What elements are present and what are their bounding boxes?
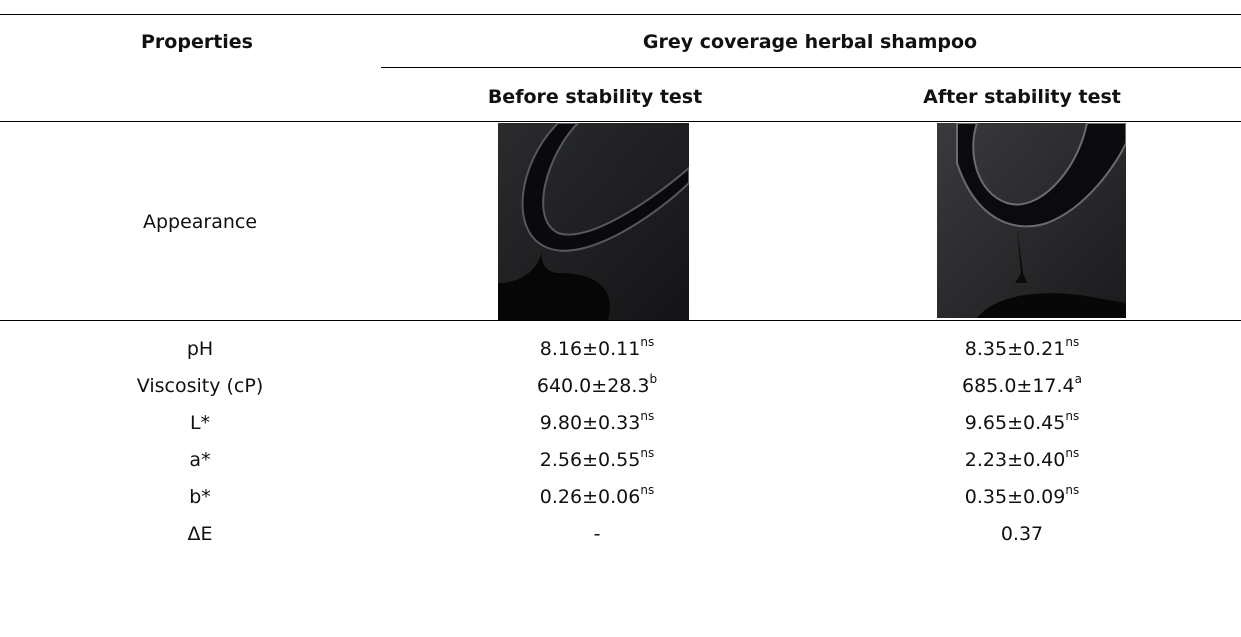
- value: 2.23±0.40: [964, 449, 1066, 471]
- column-header: After stability test: [923, 86, 1121, 108]
- significance-mark: ns: [640, 409, 655, 423]
- value: 640.0±28.3: [536, 375, 650, 397]
- before-value-cell: 640.0±28.3b: [536, 372, 658, 397]
- value: 685.0±17.4: [962, 375, 1075, 397]
- before-value-cell: 9.80±0.33ns: [539, 409, 655, 434]
- properties-header: Properties: [141, 31, 253, 53]
- column-header: Before stability test: [487, 86, 703, 108]
- significance-mark: ns: [640, 335, 655, 349]
- header-rule: [0, 121, 1241, 122]
- property-label: ΔE: [187, 523, 213, 545]
- significance-mark: ns: [1065, 446, 1080, 460]
- property-label: pH: [186, 338, 214, 360]
- before-value-cell: 2.56±0.55ns: [539, 446, 655, 471]
- after-value-cell: 0.37: [1001, 523, 1043, 545]
- significance-mark: b: [649, 372, 658, 386]
- value: 9.80±0.33: [539, 412, 641, 434]
- before-value-cell: 8.16±0.11ns: [539, 335, 655, 360]
- after-value-cell: 0.35±0.09ns: [964, 483, 1080, 508]
- value: 8.35±0.21: [964, 338, 1066, 360]
- value: 0.26±0.06: [539, 486, 641, 508]
- after-value-cell: 2.23±0.40ns: [964, 446, 1080, 471]
- value: 8.16±0.11: [539, 338, 641, 360]
- value: -: [593, 523, 601, 545]
- before-photo: [498, 123, 689, 320]
- after-value-cell: 8.35±0.21ns: [964, 335, 1080, 360]
- top-rule: [0, 14, 1241, 15]
- property-label: Viscosity (cP): [136, 375, 264, 397]
- value: 0.37: [1000, 523, 1044, 545]
- value: 9.65±0.45: [964, 412, 1066, 434]
- property-label: a*: [189, 449, 211, 471]
- property-label: L*: [189, 412, 211, 434]
- before-value-cell: -: [594, 523, 601, 545]
- after-value-cell: 9.65±0.45ns: [964, 409, 1080, 434]
- significance-mark: ns: [1065, 409, 1080, 423]
- property-label: b*: [189, 486, 211, 508]
- group-rule: [381, 67, 1241, 68]
- significance-mark: ns: [640, 446, 655, 460]
- appearance-label: Appearance: [142, 211, 258, 233]
- significance-mark: ns: [1065, 335, 1080, 349]
- appearance-rule: [0, 320, 1241, 321]
- after-value-cell: 685.0±17.4a: [962, 372, 1082, 397]
- group-header: Grey coverage herbal shampoo: [642, 31, 978, 53]
- value: 2.56±0.55: [539, 449, 641, 471]
- after-photo: [937, 123, 1126, 318]
- value: 0.35±0.09: [964, 486, 1066, 508]
- significance-mark: ns: [1065, 483, 1080, 497]
- significance-mark: ns: [640, 483, 655, 497]
- before-value-cell: 0.26±0.06ns: [539, 483, 655, 508]
- significance-mark: a: [1074, 372, 1082, 386]
